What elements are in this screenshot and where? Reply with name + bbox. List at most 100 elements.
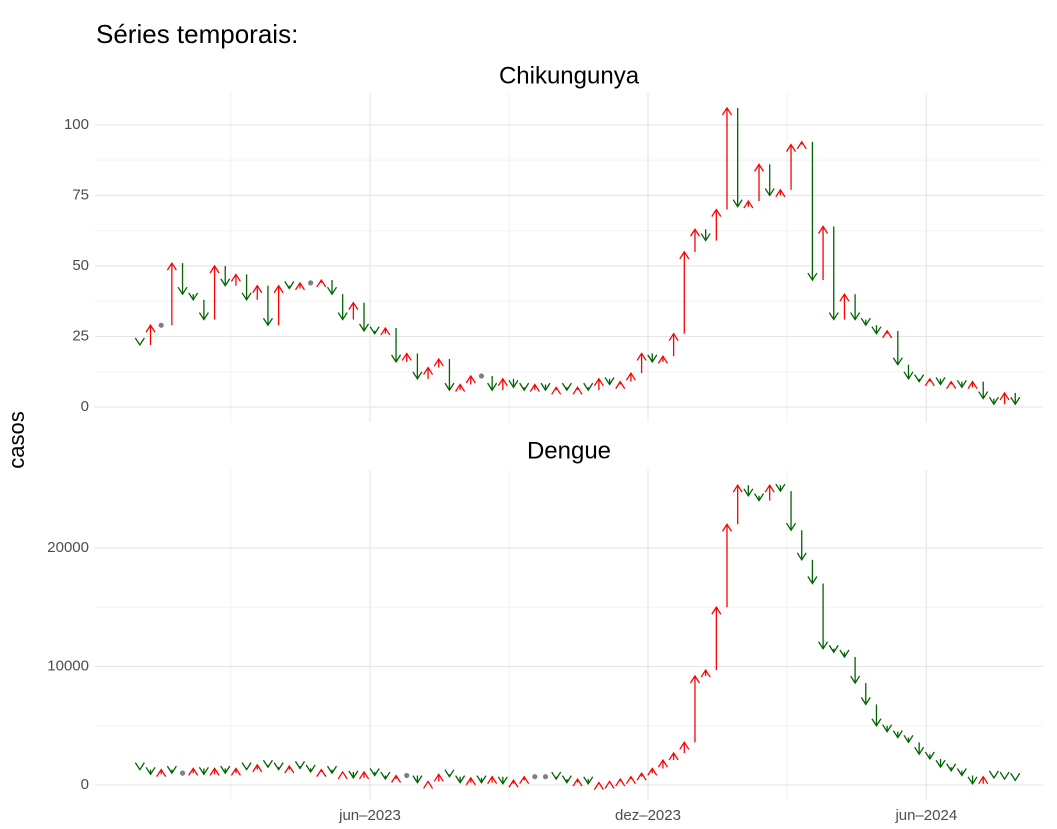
arrow-head — [444, 769, 455, 778]
arrow-head — [262, 317, 273, 327]
arrow-head — [230, 273, 241, 282]
arrow-head — [882, 724, 893, 733]
arrow — [711, 606, 722, 671]
arrow — [241, 274, 252, 302]
arrow — [337, 294, 348, 321]
arrow-head — [657, 758, 668, 768]
panel-title: Chikungunya — [499, 62, 640, 89]
arrow-head — [583, 382, 594, 392]
arrow — [188, 767, 199, 776]
arrow — [391, 774, 402, 783]
flat-point — [308, 280, 314, 286]
arrow-head — [412, 371, 423, 381]
arrow — [914, 742, 925, 756]
arrow — [455, 383, 466, 392]
arrow-head — [497, 377, 508, 387]
arrow-head — [433, 773, 444, 782]
x-tick-label: jun–2023 — [338, 807, 401, 824]
arrow-head — [444, 382, 455, 392]
arrow-head — [679, 741, 690, 750]
arrow-head — [391, 774, 402, 783]
arrow — [764, 164, 775, 197]
arrow-head — [262, 759, 273, 769]
arrow-head — [753, 493, 765, 502]
arrow — [743, 485, 754, 498]
arrow-head — [337, 312, 348, 321]
arrow-head — [241, 292, 252, 302]
arrow — [284, 764, 295, 774]
arrow-head — [924, 751, 935, 761]
arrow-head — [657, 355, 668, 364]
arrow-head — [689, 674, 701, 684]
arrow-head — [636, 771, 647, 781]
arrow — [145, 766, 156, 776]
arrow — [882, 329, 893, 339]
arrow — [220, 765, 231, 775]
arrow-head — [561, 775, 572, 784]
arrow-head — [850, 312, 861, 321]
arrow — [807, 559, 818, 585]
arrow-head — [337, 770, 348, 780]
arrow — [465, 776, 476, 786]
arrow-head — [380, 326, 391, 336]
arrow-head — [786, 522, 797, 532]
arrow — [262, 285, 273, 327]
arrow-head — [593, 377, 604, 387]
arrow-head — [369, 768, 380, 777]
arrow — [380, 326, 391, 336]
arrow-head — [775, 483, 786, 493]
arrow-head — [903, 734, 914, 744]
arrow — [252, 763, 263, 773]
arrow — [358, 302, 370, 333]
arrow — [369, 326, 380, 335]
arrow — [967, 380, 978, 390]
arrow — [615, 777, 626, 787]
arrow — [134, 762, 145, 771]
arrow-head — [465, 374, 476, 384]
arrow — [999, 771, 1010, 781]
arrow-head — [241, 762, 252, 771]
y-tick-label: 10000 — [47, 657, 89, 674]
arrow — [924, 377, 935, 387]
arrow-head — [700, 668, 711, 678]
arrow — [252, 284, 263, 300]
arrow — [156, 768, 167, 777]
arrow — [198, 766, 209, 776]
arrow — [326, 765, 338, 775]
arrow — [572, 386, 583, 395]
arrow-head — [935, 759, 946, 769]
arrow-head — [540, 382, 551, 392]
arrow-head — [828, 644, 839, 654]
arrow — [775, 483, 786, 493]
arrow-head — [348, 770, 359, 780]
arrow — [978, 775, 989, 785]
arrow-head — [956, 379, 967, 389]
arrow-head — [401, 352, 412, 361]
arrow-head — [294, 761, 306, 770]
arrow-head — [732, 199, 743, 208]
arrow-head — [946, 380, 957, 390]
arrow — [497, 776, 508, 786]
arrow — [679, 741, 690, 753]
arrow — [988, 396, 999, 406]
arrow-head — [711, 606, 722, 615]
arrow-head — [850, 675, 861, 685]
arrow — [753, 163, 765, 202]
arrow — [230, 273, 241, 286]
arrow — [455, 775, 466, 784]
arrow — [209, 767, 220, 776]
arrow-head — [487, 382, 498, 392]
arrow-head — [636, 352, 647, 361]
arrow — [786, 491, 797, 532]
arrow-head — [380, 771, 391, 781]
arrow-head — [369, 326, 380, 335]
arrow-head — [615, 380, 626, 390]
arrow-head — [198, 766, 209, 776]
arrow-head — [828, 312, 839, 321]
arrow — [892, 330, 903, 366]
arrow-head — [273, 762, 284, 771]
arrow-head — [455, 775, 466, 784]
y-tick-label: 50 — [72, 257, 89, 274]
arrow — [423, 366, 434, 379]
arrow — [956, 768, 967, 777]
